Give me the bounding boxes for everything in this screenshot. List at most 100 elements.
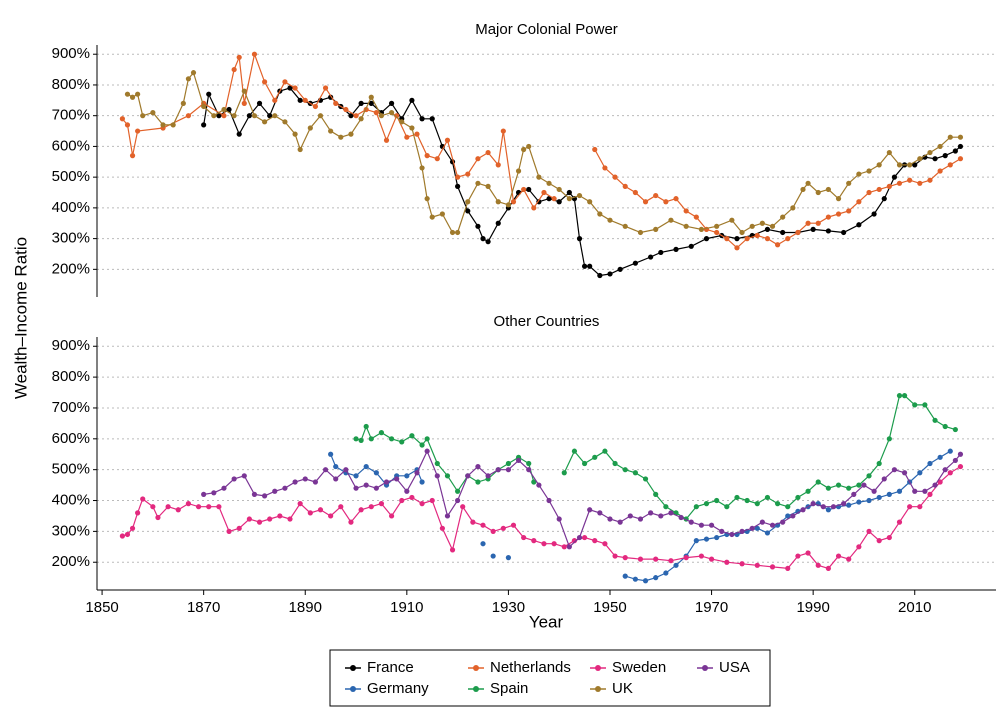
data-point — [861, 482, 867, 488]
data-point — [673, 246, 679, 252]
data-point — [292, 131, 298, 137]
data-point — [602, 448, 608, 454]
data-point — [693, 214, 699, 220]
data-point — [388, 100, 395, 106]
data-point — [429, 214, 435, 220]
data-point — [312, 479, 319, 485]
y-axis-label: Wealth–Income Ratio — [11, 237, 30, 399]
data-point — [708, 556, 715, 562]
data-point — [419, 165, 425, 171]
data-point — [627, 513, 633, 519]
data-point — [795, 494, 801, 501]
data-point — [957, 134, 964, 140]
x-tick-label: 1910 — [390, 599, 423, 616]
data-point — [637, 229, 644, 236]
data-point — [942, 153, 948, 159]
data-point — [825, 565, 831, 572]
series-line — [203, 449, 961, 548]
data-point — [937, 143, 943, 150]
data-point — [937, 454, 943, 460]
data-point — [764, 530, 771, 536]
data-point — [754, 562, 760, 568]
data-point — [546, 180, 552, 186]
data-point — [561, 544, 567, 550]
data-point — [546, 497, 552, 504]
data-point — [927, 149, 933, 156]
data-point — [480, 236, 486, 242]
data-point — [135, 510, 141, 516]
y-tick-label: 200% — [52, 553, 90, 570]
x-axis-label: Year — [529, 612, 564, 631]
data-point — [957, 156, 964, 162]
data-point — [835, 482, 842, 488]
data-point — [739, 229, 745, 236]
data-point — [749, 223, 755, 229]
data-point — [368, 94, 374, 100]
data-point — [714, 229, 720, 236]
data-point — [851, 491, 857, 497]
data-point — [424, 448, 430, 454]
data-point — [465, 473, 471, 479]
data-point — [932, 482, 938, 488]
data-point — [724, 559, 730, 565]
data-point — [378, 113, 385, 119]
data-point — [119, 116, 125, 122]
data-point — [886, 491, 892, 497]
data-point — [297, 97, 303, 103]
data-point — [246, 516, 252, 522]
data-point — [637, 556, 644, 562]
data-point — [124, 531, 131, 538]
data-point — [754, 501, 760, 507]
data-point — [439, 211, 445, 217]
data-point — [698, 226, 705, 232]
data-point — [129, 525, 136, 531]
data-point — [490, 553, 496, 559]
data-point — [592, 146, 598, 153]
data-point — [653, 491, 659, 497]
data-point — [317, 507, 324, 513]
data-point — [429, 497, 435, 504]
data-point — [856, 222, 862, 228]
data-point — [566, 189, 572, 196]
data-point — [526, 460, 532, 467]
data-point — [632, 576, 638, 582]
data-point — [185, 501, 192, 507]
data-point — [617, 266, 623, 272]
data-point — [383, 479, 390, 485]
data-point — [282, 485, 288, 491]
data-point — [592, 538, 598, 544]
data-point — [947, 470, 953, 476]
data-point — [810, 501, 816, 507]
data-point — [658, 249, 664, 256]
data-point — [907, 162, 913, 168]
data-point — [947, 448, 953, 454]
data-point — [912, 162, 918, 168]
data-point — [129, 94, 136, 100]
data-point — [734, 236, 740, 242]
data-point — [922, 402, 928, 408]
data-point — [485, 149, 491, 156]
data-point — [734, 494, 740, 501]
data-point — [419, 116, 425, 122]
data-point — [952, 457, 958, 464]
data-point — [409, 97, 415, 103]
data-point — [632, 260, 638, 266]
data-point — [541, 541, 547, 547]
data-point — [221, 113, 227, 119]
data-point — [683, 223, 689, 229]
data-point — [241, 473, 247, 479]
legend-marker — [473, 686, 479, 692]
data-point — [449, 547, 456, 553]
data-point — [663, 199, 669, 205]
data-point — [368, 100, 374, 106]
data-point — [846, 180, 852, 186]
data-point — [455, 183, 461, 189]
data-point — [551, 541, 557, 547]
data-point — [780, 229, 786, 236]
data-point — [195, 504, 202, 510]
data-point — [353, 436, 359, 442]
data-point — [505, 460, 512, 467]
data-point — [485, 239, 491, 245]
data-point — [206, 91, 212, 97]
data-point — [653, 556, 659, 562]
